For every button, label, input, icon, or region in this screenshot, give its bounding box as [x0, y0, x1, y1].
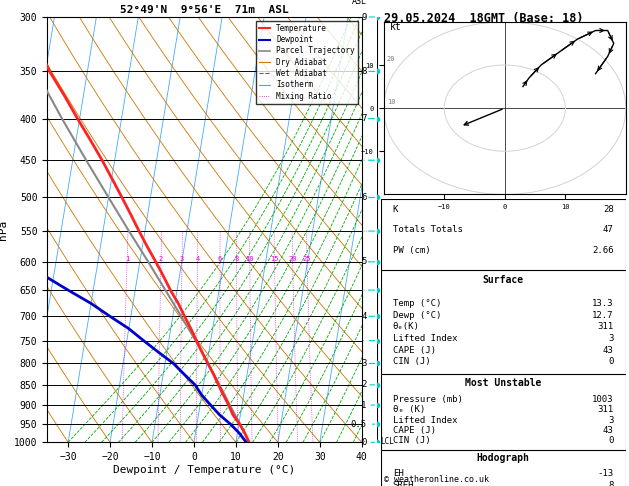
Text: Totals Totals: Totals Totals [392, 226, 463, 234]
Text: 5: 5 [361, 257, 366, 266]
Text: Hodograph: Hodograph [477, 453, 530, 463]
Text: 29.05.2024  18GMT (Base: 18): 29.05.2024 18GMT (Base: 18) [384, 12, 583, 25]
Text: Surface: Surface [482, 275, 524, 285]
Text: 15: 15 [270, 256, 279, 262]
Text: 3: 3 [608, 416, 614, 424]
Text: LCL: LCL [380, 437, 394, 446]
Text: 10: 10 [387, 99, 395, 105]
Text: 20: 20 [289, 256, 297, 262]
Text: CIN (J): CIN (J) [392, 357, 430, 366]
Text: θₑ (K): θₑ (K) [392, 405, 425, 415]
Text: 9: 9 [361, 13, 366, 21]
Text: 6: 6 [218, 256, 222, 262]
Text: CAPE (J): CAPE (J) [392, 346, 436, 355]
Text: 43: 43 [603, 426, 614, 434]
Text: Most Unstable: Most Unstable [465, 378, 542, 388]
Text: 3: 3 [608, 334, 614, 343]
Text: SREH: SREH [392, 481, 415, 486]
Text: 4: 4 [196, 256, 199, 262]
Text: 2: 2 [361, 381, 366, 389]
Text: 0: 0 [608, 435, 614, 445]
Text: 1: 1 [125, 256, 129, 262]
Text: 28: 28 [603, 205, 614, 214]
Text: 0.5: 0.5 [350, 419, 366, 429]
Text: -13: -13 [598, 469, 614, 478]
Text: 6: 6 [361, 193, 366, 202]
Text: 43: 43 [603, 346, 614, 355]
Text: 4: 4 [361, 312, 366, 321]
Text: 20: 20 [387, 56, 395, 62]
Text: 12.7: 12.7 [592, 311, 614, 320]
Text: Pressure (mb): Pressure (mb) [392, 395, 463, 404]
Text: kt: kt [390, 22, 401, 33]
Text: 0: 0 [361, 438, 366, 447]
Text: CAPE (J): CAPE (J) [392, 426, 436, 434]
Y-axis label: hPa: hPa [0, 220, 8, 240]
Text: 3: 3 [361, 359, 366, 368]
Text: EH: EH [392, 469, 404, 478]
Text: 8: 8 [608, 481, 614, 486]
Text: 2: 2 [159, 256, 163, 262]
Text: 3: 3 [180, 256, 184, 262]
Text: 10: 10 [245, 256, 254, 262]
Text: 1: 1 [361, 400, 366, 410]
Text: 8: 8 [235, 256, 239, 262]
Text: 311: 311 [598, 405, 614, 415]
Text: K: K [392, 205, 398, 214]
Text: 25: 25 [303, 256, 311, 262]
Text: 8: 8 [361, 67, 366, 76]
Text: © weatheronline.co.uk: © weatheronline.co.uk [384, 474, 489, 484]
Text: km
ASL: km ASL [352, 0, 366, 6]
Text: PW (cm): PW (cm) [392, 246, 430, 255]
Text: Dewp (°C): Dewp (°C) [392, 311, 441, 320]
Title: 52°49'N  9°56'E  71m  ASL: 52°49'N 9°56'E 71m ASL [120, 5, 289, 15]
Text: 47: 47 [603, 226, 614, 234]
Text: 311: 311 [598, 322, 614, 331]
Text: CIN (J): CIN (J) [392, 435, 430, 445]
Text: 1003: 1003 [592, 395, 614, 404]
Text: Lifted Index: Lifted Index [392, 416, 457, 424]
Text: 7: 7 [361, 114, 366, 123]
Text: Lifted Index: Lifted Index [392, 334, 457, 343]
X-axis label: Dewpoint / Temperature (°C): Dewpoint / Temperature (°C) [113, 465, 296, 475]
Text: 2.66: 2.66 [592, 246, 614, 255]
Text: 13.3: 13.3 [592, 299, 614, 308]
Text: 0: 0 [608, 357, 614, 366]
Legend: Temperature, Dewpoint, Parcel Trajectory, Dry Adiabat, Wet Adiabat, Isotherm, Mi: Temperature, Dewpoint, Parcel Trajectory… [255, 21, 358, 104]
Text: θₑ(K): θₑ(K) [392, 322, 420, 331]
Text: Temp (°C): Temp (°C) [392, 299, 441, 308]
